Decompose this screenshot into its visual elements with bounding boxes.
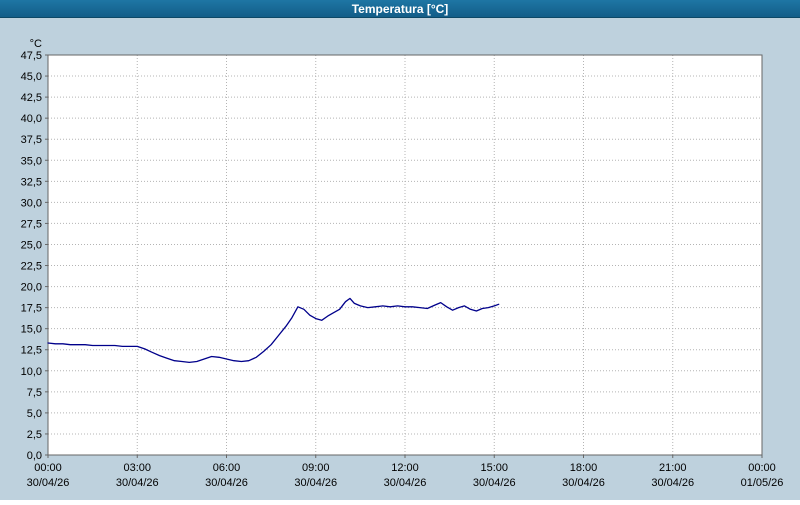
x-tick-time-label: 12:00 — [391, 462, 419, 474]
y-tick-label: 17,5 — [21, 303, 42, 315]
x-tick-time-label: 03:00 — [123, 462, 151, 474]
x-tick-date-label: 30/04/26 — [384, 477, 427, 489]
x-tick-date-label: 30/04/26 — [562, 477, 605, 489]
y-tick-label: 25,0 — [21, 239, 42, 251]
temperature-series-line — [47, 297, 500, 364]
x-tick-date-label: 30/04/26 — [651, 477, 694, 489]
y-tick-label: 12,5 — [21, 345, 42, 357]
y-tick-label: 47,5 — [21, 50, 42, 62]
y-tick-label: 2,5 — [27, 429, 42, 441]
y-tick-label: 22,5 — [21, 261, 42, 273]
y-tick-label: 15,0 — [21, 324, 42, 336]
window-titlebar: Temperatura [°C] — [0, 0, 800, 18]
x-tick-time-label: 21:00 — [659, 462, 687, 474]
y-tick-label: 45,0 — [21, 71, 42, 83]
y-tick-label: 10,0 — [21, 366, 42, 378]
x-tick-time-label: 00:00 — [748, 462, 776, 474]
y-axis-unit-label: °C — [30, 38, 42, 50]
x-tick-time-label: 18:00 — [570, 462, 598, 474]
x-tick-date-label: 30/04/26 — [205, 477, 248, 489]
x-tick-time-label: 00:00 — [34, 462, 62, 474]
y-tick-label: 7,5 — [27, 387, 42, 399]
plot-border — [47, 54, 763, 456]
window-title: Temperatura [°C] — [351, 1, 449, 16]
x-tick-date-label: 30/04/26 — [473, 477, 516, 489]
y-tick-label: 35,0 — [21, 155, 42, 167]
y-tick-label: 27,5 — [21, 218, 42, 230]
x-tick-date-label: 30/04/26 — [116, 477, 159, 489]
y-tick-label: 30,0 — [21, 197, 42, 209]
temperature-chart: 0,0 2,5 5,0 7,5 10,0 12,5 15,0 17,5 20,0 22,5 25,0… — [21, 38, 784, 489]
x-tick-time-label: 15:00 — [480, 462, 508, 474]
x-tick-date-label: 30/04/26 — [294, 477, 337, 489]
x-tick-time-label: 06:00 — [213, 462, 241, 474]
y-tick-label: 20,0 — [21, 282, 42, 294]
y-tick-label: 42,5 — [21, 92, 42, 104]
y-tick-label: 0,0 — [27, 450, 42, 462]
y-tick-label: 37,5 — [21, 134, 42, 146]
x-tick-time-label: 09:00 — [302, 462, 330, 474]
y-tick-label: 32,5 — [21, 176, 42, 188]
x-tick-date-label: 01/05/26 — [741, 477, 784, 489]
y-tick-label: 40,0 — [21, 113, 42, 125]
chart-container: 0,0 2,5 5,0 7,5 10,0 12,5 15,0 17,5 20,0 22,5 25,0… — [0, 18, 800, 500]
x-tick-date-label: 30/04/26 — [27, 477, 70, 489]
y-tick-label: 5,0 — [27, 408, 42, 420]
